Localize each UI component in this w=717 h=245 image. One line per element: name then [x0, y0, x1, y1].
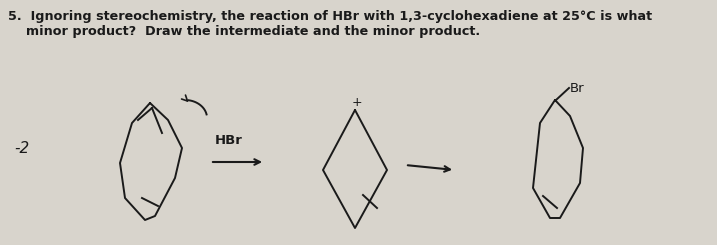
Text: +: +: [351, 96, 362, 109]
Text: 5.  Ignoring stereochemistry, the reaction of HBr with 1,3-cyclohexadiene at 25°: 5. Ignoring stereochemistry, the reactio…: [8, 10, 652, 23]
Text: Br: Br: [570, 82, 584, 95]
Text: HBr: HBr: [215, 134, 243, 147]
Text: minor product?  Draw the intermediate and the minor product.: minor product? Draw the intermediate and…: [8, 25, 480, 38]
Text: -2: -2: [14, 140, 29, 156]
